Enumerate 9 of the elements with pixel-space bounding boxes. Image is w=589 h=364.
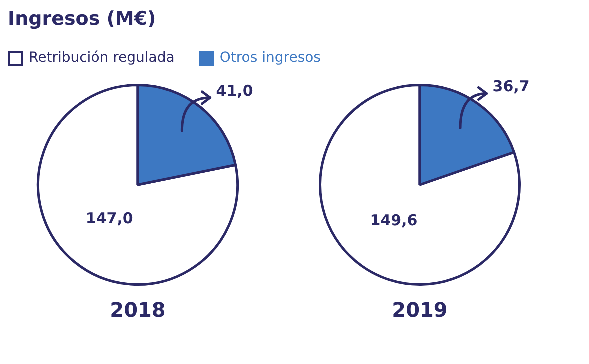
data-label: 41,0	[216, 82, 254, 100]
text: 2019	[392, 298, 448, 322]
data-label: 147,0	[86, 210, 134, 228]
legend-label: Retribución regulada	[28, 50, 175, 66]
legend-label: Otros ingresos	[218, 50, 321, 66]
data-label: 149,6	[370, 211, 418, 230]
text: Ingresos (M€)	[8, 8, 158, 32]
data-label: 36,7	[492, 78, 530, 96]
text: 2018	[110, 298, 166, 322]
